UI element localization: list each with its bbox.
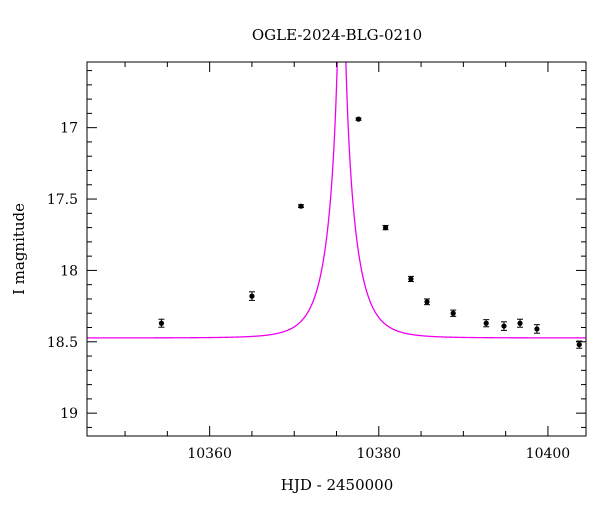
plot-frame <box>86 61 587 437</box>
data-marker <box>450 310 456 316</box>
data-point <box>483 319 490 328</box>
data-point <box>248 291 255 301</box>
data-marker <box>517 320 523 326</box>
model-curve <box>87 62 586 339</box>
ticks-layer: 10360 10380 10400 17 17.5 18 18.5 19 <box>47 62 586 462</box>
data-marker <box>382 224 389 231</box>
data-point <box>423 298 430 306</box>
data-marker <box>483 320 489 326</box>
y-tick-label: 17.5 <box>47 192 78 208</box>
data-marker <box>249 293 255 299</box>
y-tick-label: 19 <box>60 406 78 422</box>
x-axis-label: HJD - 2450000 <box>281 476 394 494</box>
data-point <box>450 309 457 317</box>
data-marker <box>355 116 362 122</box>
x-tick-label: 10380 <box>357 446 402 462</box>
data-point <box>500 321 507 331</box>
data-point <box>576 340 583 349</box>
data-marker <box>408 276 414 282</box>
data-point <box>533 324 540 334</box>
data-point <box>355 116 362 122</box>
data-marker <box>424 299 430 305</box>
x-tick-label: 10400 <box>526 446 571 462</box>
data-point <box>407 275 414 283</box>
data-point <box>297 203 304 209</box>
data-point <box>158 318 165 328</box>
data-point <box>517 318 524 328</box>
data-marker <box>158 320 165 326</box>
model-curve-layer <box>87 62 586 339</box>
data-marker <box>298 203 304 209</box>
data-marker <box>534 326 540 332</box>
y-tick-label: 18 <box>60 263 78 279</box>
data-marker <box>501 323 507 329</box>
data-marker <box>576 342 582 348</box>
y-tick-label: 18.5 <box>47 335 78 351</box>
chart-title: OGLE-2024-BLG-0210 <box>252 26 422 44</box>
data-points-layer <box>158 116 583 349</box>
y-tick-label: 17 <box>60 121 78 137</box>
y-axis-label: I magnitude <box>10 203 28 295</box>
x-tick-label: 10360 <box>187 446 232 462</box>
data-point <box>382 224 389 231</box>
